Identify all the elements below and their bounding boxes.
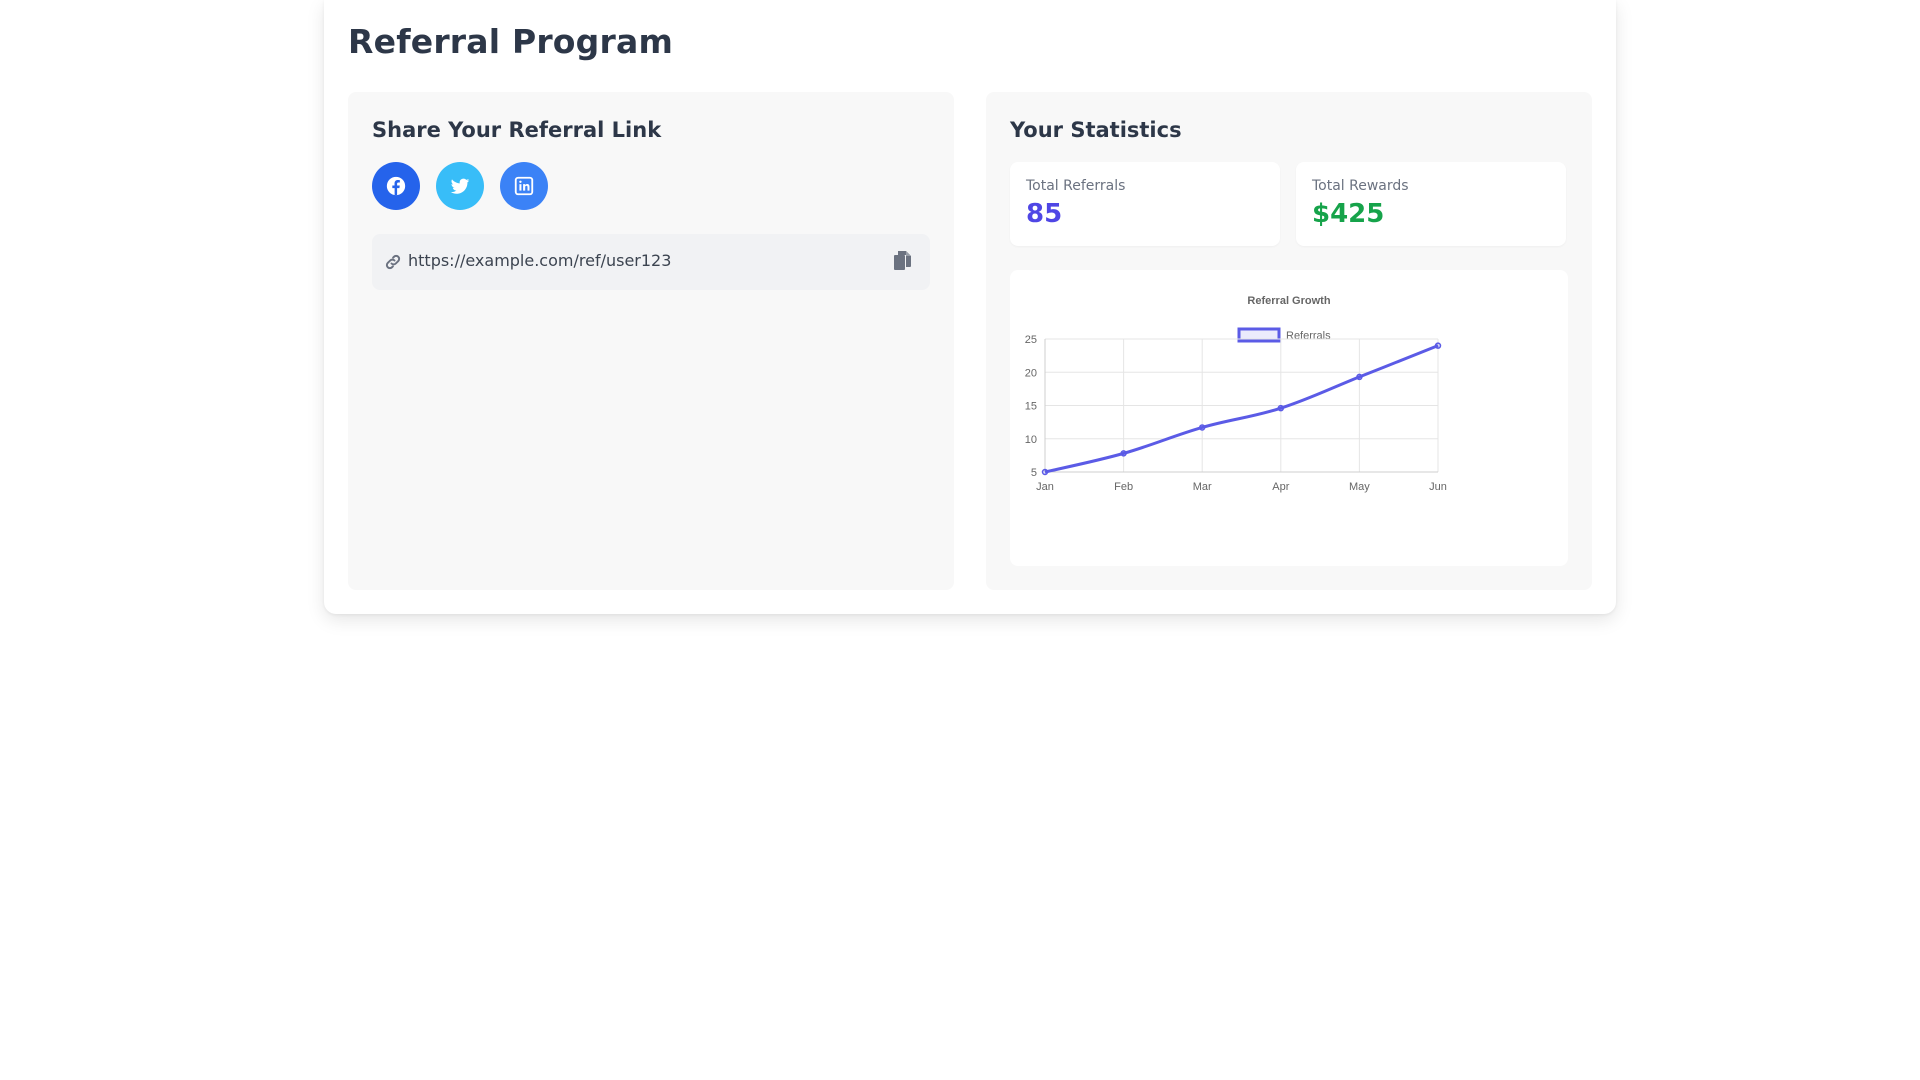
referral-link-field[interactable]: https://example.com/ref/user123: [372, 234, 930, 290]
linkedin-icon: [514, 176, 534, 196]
share-panel-title: Share Your Referral Link: [372, 118, 662, 142]
link-icon: [385, 254, 401, 270]
facebook-icon: [386, 176, 406, 196]
referral-card: Referral Program Share Your Referral Lin…: [324, 0, 1616, 614]
data-point[interactable]: [1356, 373, 1363, 381]
x-tick-label: Mar: [1193, 481, 1212, 493]
share-panel: Share Your Referral Link: [348, 92, 954, 590]
statistics-panel: Your Statistics Total Referrals 85 Total…: [986, 92, 1592, 590]
referral-link-text: https://example.com/ref/user123: [408, 251, 672, 270]
total-referrals-label: Total Referrals: [1026, 178, 1126, 194]
referrals-line: [1044, 344, 1439, 474]
chart-title: Referral Growth: [1247, 295, 1330, 307]
referral-growth-chart: Referral Growth Referrals 5 10 15 20 25 Jan Fe…: [1010, 270, 1568, 566]
y-tick-label: 5: [1031, 467, 1037, 479]
x-tick-label: May: [1349, 481, 1370, 493]
y-tick-label: 20: [1025, 367, 1037, 379]
share-linkedin-button[interactable]: [500, 162, 548, 210]
total-rewards-card: Total Rewards $425: [1296, 162, 1566, 246]
y-tick-label: 25: [1025, 334, 1037, 346]
y-tick-label: 15: [1025, 401, 1037, 413]
data-point[interactable]: [1277, 404, 1285, 412]
page-title: Referral Program: [348, 22, 674, 61]
x-tick-label: Jun: [1429, 481, 1447, 493]
share-twitter-button[interactable]: [436, 162, 484, 210]
legend-label[interactable]: Referrals: [1286, 330, 1331, 342]
data-point[interactable]: [1198, 424, 1206, 431]
copy-icon[interactable]: [894, 251, 912, 271]
twitter-icon: [450, 178, 470, 194]
x-tick-label: Feb: [1114, 481, 1133, 493]
x-tick-label: Apr: [1272, 481, 1289, 493]
data-point[interactable]: [1120, 450, 1127, 457]
share-facebook-button[interactable]: [372, 162, 420, 210]
data-point[interactable]: [1041, 468, 1049, 476]
total-rewards-value: $425: [1312, 199, 1385, 229]
y-tick-label: 10: [1025, 434, 1037, 446]
data-point[interactable]: [1434, 342, 1442, 349]
statistics-panel-title: Your Statistics: [1010, 118, 1182, 142]
total-rewards-label: Total Rewards: [1312, 178, 1409, 194]
chart-canvas: Referral Growth Referrals 5 10 15 20 25 Jan Fe…: [1025, 295, 1447, 493]
x-tick-label: Jan: [1036, 481, 1054, 493]
total-referrals-value: 85: [1026, 199, 1063, 229]
legend-swatch[interactable]: [1237, 327, 1281, 343]
total-referrals-card: Total Referrals 85: [1010, 162, 1280, 246]
